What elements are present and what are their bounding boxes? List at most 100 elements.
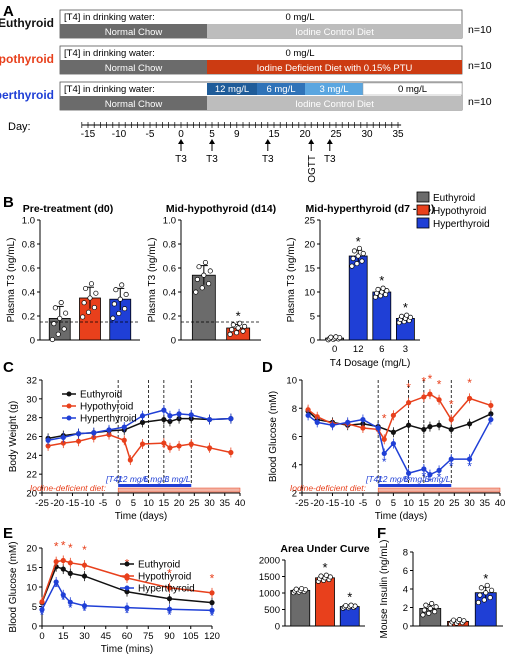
data-point — [488, 411, 494, 417]
bar-euthyroid — [191, 274, 216, 341]
data-point — [432, 609, 438, 615]
significance-mark: * — [422, 375, 427, 389]
data-point — [299, 586, 305, 592]
data-point — [75, 438, 82, 444]
significance-mark: * — [125, 606, 130, 620]
day-tick-label: 35 — [392, 129, 404, 140]
chow-label: Normal Chow — [105, 99, 163, 110]
y-tick-label: 0 — [32, 622, 37, 633]
y-tick-label: 4 — [403, 585, 408, 596]
data-point — [407, 314, 413, 320]
chart-title: Mid-hyperthyroid (d7 - 24) — [306, 203, 435, 215]
x-tick-label: 0 — [39, 631, 44, 642]
data-point — [49, 336, 55, 343]
significance-mark: * — [428, 372, 433, 386]
chart-C: Body Weight (g) 20 22 24 26 28 30 32 -25 -20 -15 -1… — [8, 376, 245, 523]
data-point — [345, 419, 351, 425]
legend-label: Hyperthyroid — [433, 219, 490, 230]
data-point — [67, 599, 73, 605]
data-point — [390, 440, 396, 447]
data-point — [207, 268, 213, 274]
data-point — [113, 287, 119, 293]
data-point — [375, 425, 381, 431]
data-point — [423, 602, 429, 608]
data-point — [314, 414, 320, 420]
data-point — [61, 326, 67, 332]
data-point — [475, 599, 481, 606]
data-point — [124, 589, 130, 595]
significance-mark: * — [347, 590, 352, 605]
legend-label: Hypothyroid — [138, 572, 191, 583]
annotation-dose: 6 mg/L — [403, 474, 429, 484]
legend-marker — [66, 391, 72, 397]
data-point — [229, 327, 235, 333]
row-euthyroid: Euthyroid [T4] in drinking water: 0 mg/L No… — [0, 9, 492, 39]
significance-mark: * — [162, 441, 167, 455]
x-tick-label: 40 — [235, 498, 246, 509]
significance-mark: * — [403, 300, 408, 315]
y-tick-label: 0 — [403, 622, 408, 633]
y-tick-label: 500 — [264, 605, 280, 616]
y-tick-label: 2 — [403, 603, 408, 614]
legend-marker — [124, 585, 130, 591]
significance-mark: * — [467, 459, 472, 473]
data-point — [81, 573, 88, 579]
x-tick-label: 5 — [131, 498, 136, 509]
event-label: OGTT — [307, 155, 318, 183]
data-point — [93, 290, 99, 296]
diet-label: Iodine Control Diet — [295, 99, 374, 110]
data-point — [196, 264, 202, 270]
day-tick-label: 30 — [361, 129, 373, 140]
significance-mark: * — [428, 475, 433, 489]
x-axis-label: T4 Dosage (mg/L) — [330, 358, 411, 369]
annotation-dose: 6 mg/L — [143, 474, 169, 484]
data-point — [488, 416, 494, 423]
legend-marker — [124, 573, 130, 579]
y-tick-label: 32 — [26, 376, 37, 387]
data-point — [375, 286, 381, 293]
diet-bar — [207, 60, 462, 74]
event-label: T3 — [206, 154, 218, 165]
day-tick-label: -15 — [81, 129, 96, 140]
data-point — [53, 579, 59, 585]
data-point — [161, 440, 167, 446]
x-tick-label: 30 — [204, 498, 215, 509]
x-tick-label: 10 — [143, 498, 154, 509]
data-point — [448, 426, 454, 433]
x-axis-label: Time (days) — [115, 511, 167, 522]
dose-label: 12 mg/L — [215, 84, 249, 95]
significance-mark: * — [322, 560, 327, 575]
significance-mark: * — [382, 411, 387, 425]
y-axis-label: Blood Glucose (mM) — [268, 391, 279, 482]
dose-label: 6 mg/L — [266, 84, 295, 95]
panel-label-E: E — [3, 525, 13, 542]
data-point — [45, 437, 51, 443]
significance-mark: * — [210, 609, 215, 623]
data-point — [85, 309, 92, 315]
event-label: T3 — [262, 154, 274, 165]
series-line-euthyroid — [307, 410, 492, 434]
data-point — [466, 421, 473, 427]
data-point — [314, 419, 320, 425]
data-point — [106, 427, 112, 433]
dose-segment — [257, 83, 305, 95]
x-tick-label: -10 — [81, 498, 95, 509]
data-point — [124, 605, 130, 611]
data-point — [206, 445, 213, 451]
significance-mark: * — [68, 541, 73, 555]
data-point — [67, 560, 73, 566]
data-point — [166, 585, 173, 591]
data-point — [329, 422, 336, 428]
x-axis-label: Time (days) — [375, 511, 427, 522]
data-point — [55, 331, 61, 337]
data-point — [39, 599, 45, 605]
legend-swatch — [416, 191, 430, 203]
legend-label: Euthyroid — [433, 193, 475, 204]
y-tick-label: 0.4 — [163, 288, 176, 299]
data-point — [359, 258, 365, 264]
data-point — [139, 441, 146, 447]
x-tick-label: 15 — [58, 631, 69, 642]
y-tick-label: 1000 — [259, 589, 280, 600]
data-point — [466, 395, 473, 401]
